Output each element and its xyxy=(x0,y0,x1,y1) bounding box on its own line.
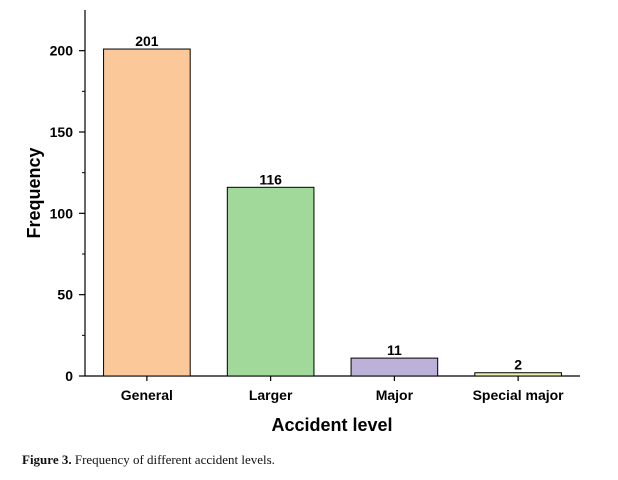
x-tick-label: Larger xyxy=(249,387,293,403)
bar-value-label: 201 xyxy=(135,33,159,49)
bar-value-label: 11 xyxy=(387,342,402,358)
bar-value-label: 2 xyxy=(514,357,522,373)
bar-value-label: 116 xyxy=(259,171,282,187)
bar-special-major xyxy=(474,372,562,377)
x-tick-label: General xyxy=(121,387,173,403)
caption-text: Frequency of different accident levels. xyxy=(71,452,275,467)
caption-label: Figure 3. xyxy=(22,452,72,467)
y-tick-label: 0 xyxy=(65,368,73,384)
data-labels: 201 116 11 2 xyxy=(135,33,522,373)
bar-major xyxy=(350,357,439,377)
x-ticks: General Larger Major Special major xyxy=(121,376,564,403)
figure-caption: Figure 3. Frequency of different acciden… xyxy=(22,452,275,468)
bars xyxy=(103,48,562,377)
y-tick-label: 150 xyxy=(50,124,74,140)
bar-larger xyxy=(226,186,315,377)
x-axis-title: Accident level xyxy=(271,415,392,435)
y-ticks: 0 50 100 150 200 xyxy=(50,43,85,384)
x-tick-label: Special major xyxy=(473,387,565,403)
y-tick-label: 50 xyxy=(57,287,73,303)
x-tick-label: Major xyxy=(376,387,414,403)
y-tick-label: 200 xyxy=(50,43,74,59)
bar-general xyxy=(103,48,191,377)
y-axis-title: Frequency xyxy=(24,147,44,238)
bar-chart: 0 50 100 150 200 General Larger Major Special m… xyxy=(24,10,580,435)
y-tick-label: 100 xyxy=(50,205,74,221)
